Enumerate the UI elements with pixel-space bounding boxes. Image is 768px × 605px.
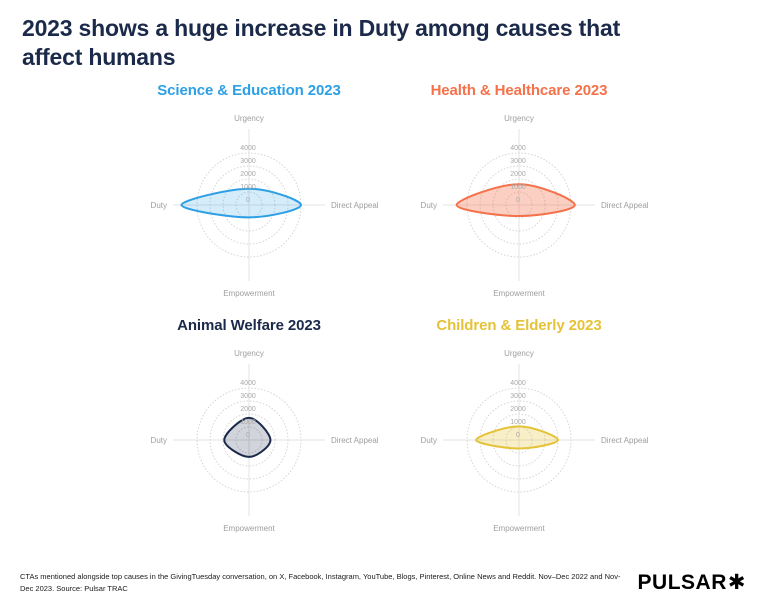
radar-series-shape bbox=[223, 416, 272, 458]
svg-text:Duty: Duty bbox=[421, 201, 437, 210]
svg-text:4000: 4000 bbox=[240, 380, 256, 387]
pulsar-logo: PULSAR✱ bbox=[638, 570, 746, 595]
svg-text:Empowerment: Empowerment bbox=[493, 524, 545, 533]
svg-text:Direct Appeal: Direct Appeal bbox=[331, 436, 379, 445]
page-title: 2023 shows a huge increase in Duty among… bbox=[22, 14, 746, 72]
radar-axis-labels: Urgency Direct Appeal Empowerment Duty bbox=[421, 349, 649, 533]
chart-card-health-healthcare: Health & Healthcare 2023 0 1000 2000 3000 40… bbox=[384, 78, 654, 313]
radar-tick-labels: 0 1000 2000 3000 4000 bbox=[240, 145, 256, 204]
svg-text:3000: 3000 bbox=[510, 158, 526, 165]
svg-text:Direct Appeal: Direct Appeal bbox=[601, 436, 649, 445]
pulsar-logo-text: PULSAR bbox=[637, 571, 727, 594]
svg-text:0: 0 bbox=[516, 197, 520, 204]
svg-text:1000: 1000 bbox=[240, 419, 256, 426]
svg-text:3000: 3000 bbox=[240, 393, 256, 400]
svg-text:Urgency: Urgency bbox=[504, 349, 534, 358]
radar-grid-rings bbox=[196, 387, 302, 493]
radar-chart: 0 1000 2000 3000 4000 Urgency Direct Appeal Emp… bbox=[421, 114, 649, 298]
radar-chart: 0 1000 2000 3000 4000 Urgency Direct Appeal Emp… bbox=[421, 349, 649, 533]
radar-axes bbox=[173, 129, 325, 281]
svg-text:Urgency: Urgency bbox=[234, 349, 264, 358]
radar-axis-labels: Urgency Direct Appeal Empowerment Duty bbox=[151, 349, 379, 533]
svg-text:0: 0 bbox=[246, 197, 250, 204]
svg-text:Urgency: Urgency bbox=[504, 114, 534, 123]
chart-card-science-education: Science & Education 2023 0 1000 2000 3000 40… bbox=[114, 78, 384, 313]
radar-axes bbox=[173, 364, 325, 516]
svg-text:Direct Appeal: Direct Appeal bbox=[331, 201, 379, 210]
radar-axis-labels: Urgency Direct Appeal Empowerment Duty bbox=[151, 114, 379, 298]
radar-series-shape bbox=[475, 425, 559, 450]
svg-text:0: 0 bbox=[246, 432, 250, 439]
svg-text:Empowerment: Empowerment bbox=[493, 289, 545, 298]
svg-text:Empowerment: Empowerment bbox=[223, 289, 275, 298]
chart-title: Health & Healthcare 2023 bbox=[430, 82, 608, 99]
radar-axes bbox=[443, 129, 595, 281]
svg-text:0: 0 bbox=[516, 432, 520, 439]
source-footnote: CTAs mentioned alongside top causes in t… bbox=[20, 571, 621, 593]
chart-title: Animal Welfare 2023 bbox=[177, 317, 321, 334]
svg-text:1000: 1000 bbox=[510, 419, 526, 426]
radar-tick-labels: 0 1000 2000 3000 4000 bbox=[240, 380, 256, 439]
svg-text:2000: 2000 bbox=[240, 171, 256, 178]
chart-card-children-elderly: Children & Elderly 2023 0 1000 2000 3000 400… bbox=[384, 313, 654, 548]
svg-text:4000: 4000 bbox=[240, 145, 256, 152]
svg-text:3000: 3000 bbox=[510, 393, 526, 400]
svg-text:Direct Appeal: Direct Appeal bbox=[601, 201, 649, 210]
svg-text:3000: 3000 bbox=[240, 158, 256, 165]
chart-title: Science & Education 2023 bbox=[157, 82, 341, 99]
svg-text:2000: 2000 bbox=[240, 406, 256, 413]
svg-text:Empowerment: Empowerment bbox=[223, 524, 275, 533]
header: 2023 shows a huge increase in Duty among… bbox=[0, 0, 768, 72]
radar-series-shape bbox=[180, 187, 302, 219]
chart-title: Children & Elderly 2023 bbox=[436, 317, 602, 334]
svg-text:2000: 2000 bbox=[510, 406, 526, 413]
pulsar-logo-star-icon: ✱ bbox=[727, 571, 746, 594]
svg-text:Duty: Duty bbox=[151, 436, 167, 445]
radar-series-shape bbox=[455, 183, 576, 218]
radar-tick-labels: 0 1000 2000 3000 4000 bbox=[510, 380, 526, 439]
svg-text:2000: 2000 bbox=[510, 171, 526, 178]
radar-grid-rings bbox=[466, 152, 572, 258]
page-title-line-1: 2023 shows a huge increase in Duty among… bbox=[22, 15, 621, 41]
radar-chart: 0 1000 2000 3000 4000 Urgency Direct Appeal Emp… bbox=[151, 114, 379, 298]
radar-axes bbox=[443, 364, 595, 516]
radar-axis-labels: Urgency Direct Appeal Empowerment Duty bbox=[421, 114, 649, 298]
svg-text:Duty: Duty bbox=[421, 436, 437, 445]
page-title-line-2: affect humans bbox=[22, 44, 176, 70]
svg-text:4000: 4000 bbox=[510, 145, 526, 152]
radar-tick-labels: 0 1000 2000 3000 4000 bbox=[510, 145, 526, 204]
radar-chart: 0 1000 2000 3000 4000 Urgency Direct Appeal Emp… bbox=[151, 349, 379, 533]
svg-text:1000: 1000 bbox=[510, 184, 526, 191]
footer: CTAs mentioned alongside top causes in t… bbox=[20, 570, 746, 595]
chart-card-animal-welfare: Animal Welfare 2023 0 1000 2000 3000 4000 Urg… bbox=[114, 313, 384, 548]
svg-text:Urgency: Urgency bbox=[234, 114, 264, 123]
svg-text:4000: 4000 bbox=[510, 380, 526, 387]
svg-text:1000: 1000 bbox=[240, 184, 256, 191]
charts-grid: Science & Education 2023 0 1000 2000 3000 40… bbox=[114, 78, 654, 548]
svg-text:Duty: Duty bbox=[151, 201, 167, 210]
